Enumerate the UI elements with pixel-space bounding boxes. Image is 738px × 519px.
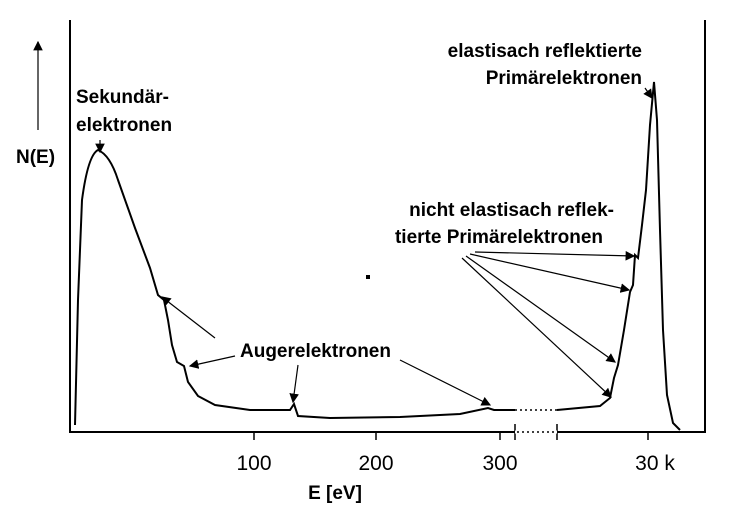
dot xyxy=(366,275,370,279)
annotation: tierte Primärelektronen xyxy=(395,227,603,248)
arrow xyxy=(461,257,612,398)
x-tick-label: 100 xyxy=(236,452,271,475)
spectrum-curve xyxy=(74,148,515,426)
arrow xyxy=(399,359,492,406)
arrow xyxy=(188,355,236,369)
annotation: Sekundär- xyxy=(76,87,169,108)
annotation: Primärelektronen xyxy=(486,68,642,89)
arrow xyxy=(474,250,636,261)
arrow xyxy=(161,296,216,339)
x-tick-label: 30 k xyxy=(635,452,675,475)
y-label: N(E) xyxy=(16,147,55,168)
x-tick-label: 300 xyxy=(482,452,517,475)
annotation: Augerelektronen xyxy=(240,341,391,362)
arrow xyxy=(465,255,616,363)
arrow xyxy=(469,253,631,293)
axes-frame xyxy=(69,20,706,433)
arrow xyxy=(643,87,653,99)
x-label: E [eV] xyxy=(308,483,362,504)
arrow xyxy=(289,364,299,404)
spectrum-curve xyxy=(556,81,681,431)
annotation: elektronen xyxy=(76,115,172,136)
x-tick-label: 200 xyxy=(358,452,393,475)
annotation: nicht elastisach reflek- xyxy=(409,200,614,221)
annotation: elastisach reflektierte xyxy=(448,41,642,62)
